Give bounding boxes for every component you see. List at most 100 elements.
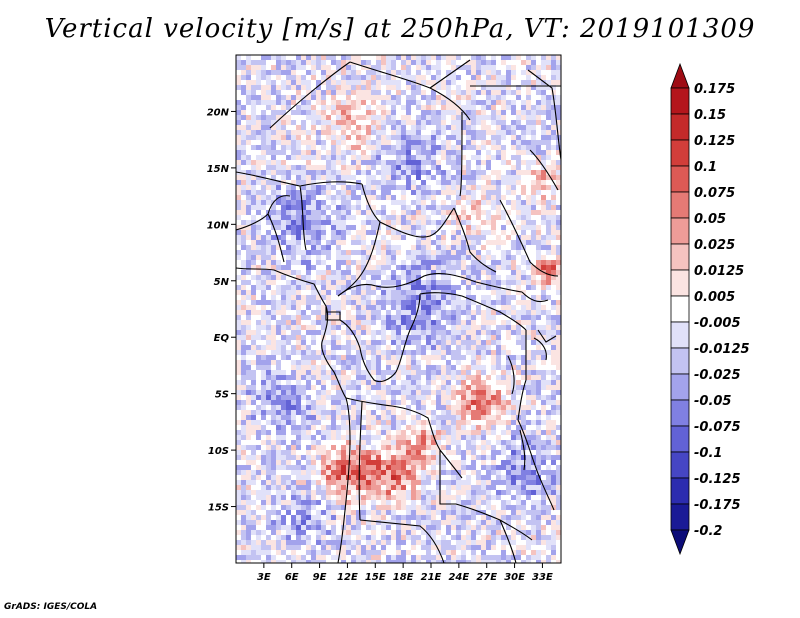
field-cell <box>321 170 327 176</box>
field-cell <box>446 65 452 71</box>
field-cell <box>271 435 277 441</box>
field-cell <box>516 210 522 216</box>
field-cell <box>536 100 542 106</box>
field-cell <box>471 310 477 316</box>
field-cell <box>551 255 557 261</box>
field-cell <box>416 150 422 156</box>
field-cell <box>296 55 302 61</box>
field-cell <box>371 190 377 196</box>
field-cell <box>411 230 417 236</box>
field-cell <box>496 320 502 326</box>
field-cell <box>286 240 292 246</box>
field-cell <box>411 145 417 151</box>
field-cell <box>516 305 522 311</box>
field-cell <box>531 200 537 206</box>
field-cell <box>546 300 552 306</box>
field-cell <box>411 345 417 351</box>
field-cell <box>511 335 517 341</box>
field-cell <box>421 80 427 86</box>
field-cell <box>261 230 267 236</box>
field-cell <box>451 175 457 181</box>
field-cell <box>326 230 332 236</box>
field-cell <box>446 265 452 271</box>
field-cell <box>371 120 377 126</box>
field-cell <box>301 400 307 406</box>
field-cell <box>456 135 462 141</box>
field-cell <box>276 155 282 161</box>
field-cell <box>391 270 397 276</box>
field-cell <box>416 310 422 316</box>
field-cell <box>516 425 522 431</box>
field-cell <box>366 230 372 236</box>
field-cell <box>381 240 387 246</box>
field-cell <box>246 375 252 381</box>
field-cell <box>321 115 327 121</box>
field-cell <box>456 390 462 396</box>
field-cell <box>321 75 327 81</box>
field-cell <box>251 170 257 176</box>
field-cell <box>351 325 357 331</box>
field-cell <box>346 275 352 281</box>
field-cell <box>296 210 302 216</box>
field-cell <box>456 125 462 131</box>
field-cell <box>456 350 462 356</box>
field-cell <box>401 280 407 286</box>
field-cell <box>441 190 447 196</box>
field-cell <box>421 420 427 426</box>
field-cell <box>401 55 407 61</box>
field-cell <box>441 400 447 406</box>
field-cell <box>426 425 432 431</box>
field-cell <box>281 295 287 301</box>
field-cell <box>311 375 317 381</box>
field-cell <box>501 95 507 101</box>
field-cell <box>421 295 427 301</box>
field-cell <box>406 165 412 171</box>
field-cell <box>356 395 362 401</box>
field-cell <box>286 400 292 406</box>
field-cell <box>536 360 542 366</box>
field-cell <box>321 410 327 416</box>
field-cell <box>526 205 532 211</box>
field-cell <box>331 70 337 76</box>
field-cell <box>471 185 477 191</box>
field-cell <box>396 330 402 336</box>
field-cell <box>286 395 292 401</box>
field-cell <box>506 155 512 161</box>
field-cell <box>456 340 462 346</box>
field-cell <box>356 220 362 226</box>
field-cell <box>436 65 442 71</box>
field-cell <box>506 70 512 76</box>
field-cell <box>556 395 561 401</box>
field-cell <box>556 305 561 311</box>
field-cell <box>426 190 432 196</box>
field-cell <box>376 330 382 336</box>
field-cell <box>321 205 327 211</box>
field-cell <box>261 220 267 226</box>
field-cell <box>311 100 317 106</box>
field-cell <box>541 150 547 156</box>
field-cell <box>336 115 342 121</box>
field-cell <box>551 150 557 156</box>
field-cell <box>411 375 417 381</box>
field-cell <box>371 405 377 411</box>
field-cell <box>241 220 247 226</box>
field-cell <box>486 395 492 401</box>
field-cell <box>381 155 387 161</box>
field-cell <box>431 210 437 216</box>
field-cell <box>406 420 412 426</box>
vertical-velocity-field <box>236 55 561 563</box>
field-cell <box>296 305 302 311</box>
field-cell <box>256 255 262 261</box>
field-cell <box>381 210 387 216</box>
field-cell <box>301 180 307 186</box>
field-cell <box>351 265 357 271</box>
field-cell <box>481 225 487 231</box>
field-cell <box>271 200 277 206</box>
field-cell <box>526 375 532 381</box>
field-cell <box>376 210 382 216</box>
field-cell <box>336 250 342 256</box>
field-cell <box>281 290 287 296</box>
field-cell <box>316 235 322 241</box>
field-cell <box>271 370 277 376</box>
field-cell <box>466 380 472 386</box>
